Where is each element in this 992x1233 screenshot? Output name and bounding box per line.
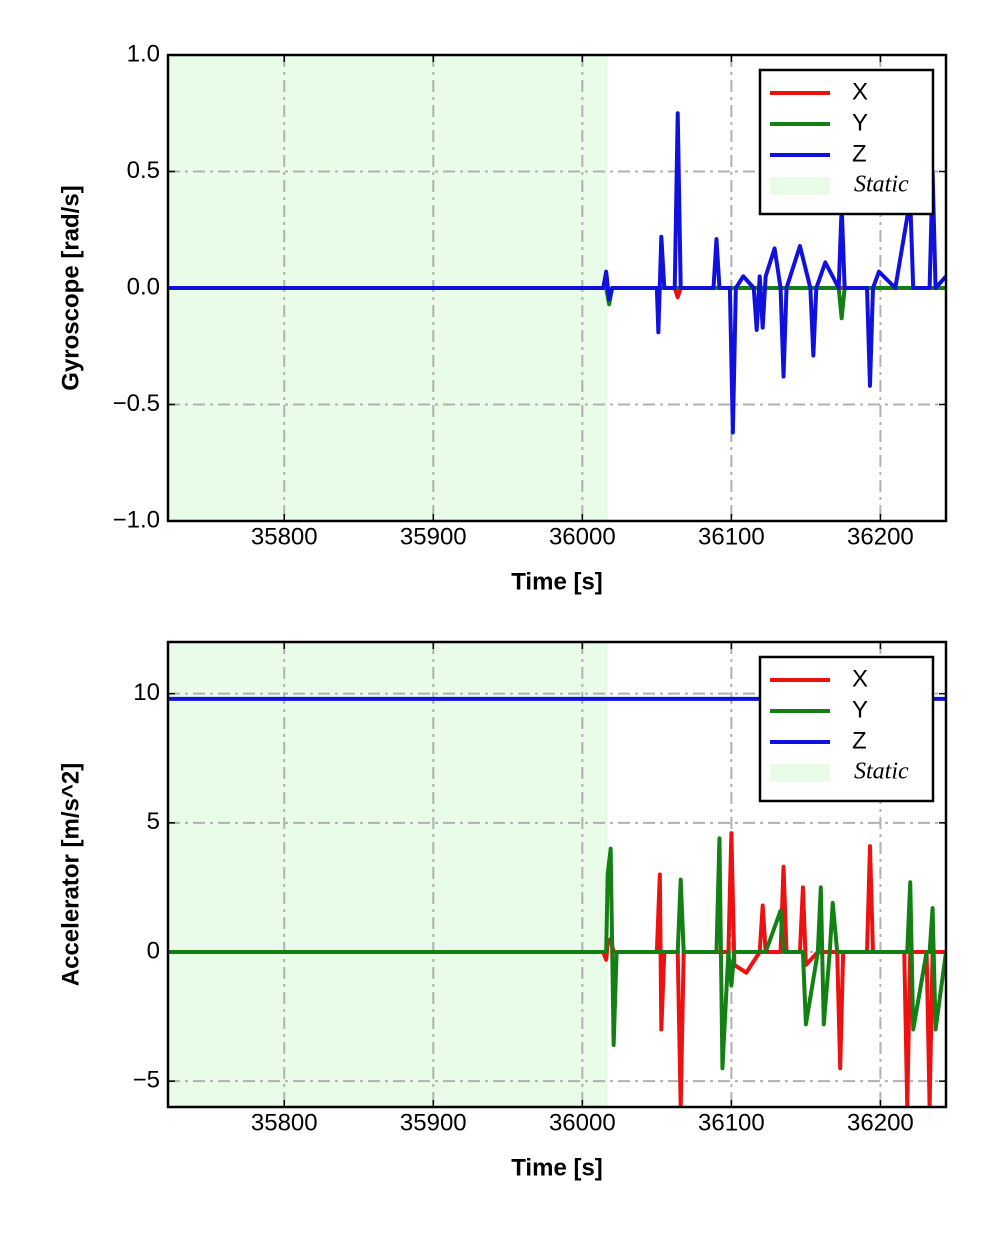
axes-frame <box>166 53 948 523</box>
legend-label: Y <box>852 696 868 723</box>
legend-label: Z <box>852 727 867 754</box>
y-axis-label: Gyroscope [rad/s] <box>57 185 84 390</box>
x-tick-label: 36200 <box>847 1109 914 1136</box>
y-tick-label: 0.5 <box>127 157 160 184</box>
x-axis-label: Time [s] <box>511 568 603 595</box>
x-tick-label: 35900 <box>400 1109 467 1136</box>
x-tick-label: 35800 <box>251 1109 318 1136</box>
data-line <box>168 111 946 435</box>
y-tick-label: 0.0 <box>127 273 160 300</box>
legend-label: X <box>852 78 868 105</box>
legend-swatch <box>770 764 830 782</box>
legend-label: X <box>852 665 868 692</box>
y-axis-label: Accelerator [m/s^2] <box>57 763 84 986</box>
y-tick-label: 0 <box>147 937 160 964</box>
x-axis-label: Time [s] <box>511 1154 603 1181</box>
y-tick-label: 1.0 <box>127 40 160 67</box>
y-tick-label: −5 <box>133 1067 160 1094</box>
data-line <box>168 836 946 1071</box>
y-tick-label: 5 <box>147 808 160 835</box>
legend-label: Y <box>852 109 868 136</box>
subplot: 35800 35900 36000 36100 36200 −5 0 5 10 Time [s] A… <box>57 640 948 1181</box>
x-tick-label: 36100 <box>698 523 765 550</box>
y-tick-label: 10 <box>133 679 160 706</box>
legend-label: Z <box>852 140 867 167</box>
x-tick-label: 36100 <box>698 1109 765 1136</box>
x-tick-label: 36000 <box>549 1109 616 1136</box>
y-tick-label: −1.0 <box>113 506 160 533</box>
y-tick-label: −0.5 <box>113 390 160 417</box>
legend-swatch <box>770 177 830 195</box>
static-span <box>168 642 608 1107</box>
x-tick-label: 36200 <box>847 523 914 550</box>
x-tick-label: 36000 <box>549 523 616 550</box>
x-tick-label: 35800 <box>251 523 318 550</box>
axes-frame <box>166 640 948 1109</box>
subplot: 35800 35900 36000 36100 36200 −1.0 −0.5 0.0 0.5 1… <box>57 40 948 595</box>
x-tick-label: 35900 <box>400 523 467 550</box>
legend-label: Static <box>854 759 909 785</box>
legend-label: Static <box>854 172 909 198</box>
